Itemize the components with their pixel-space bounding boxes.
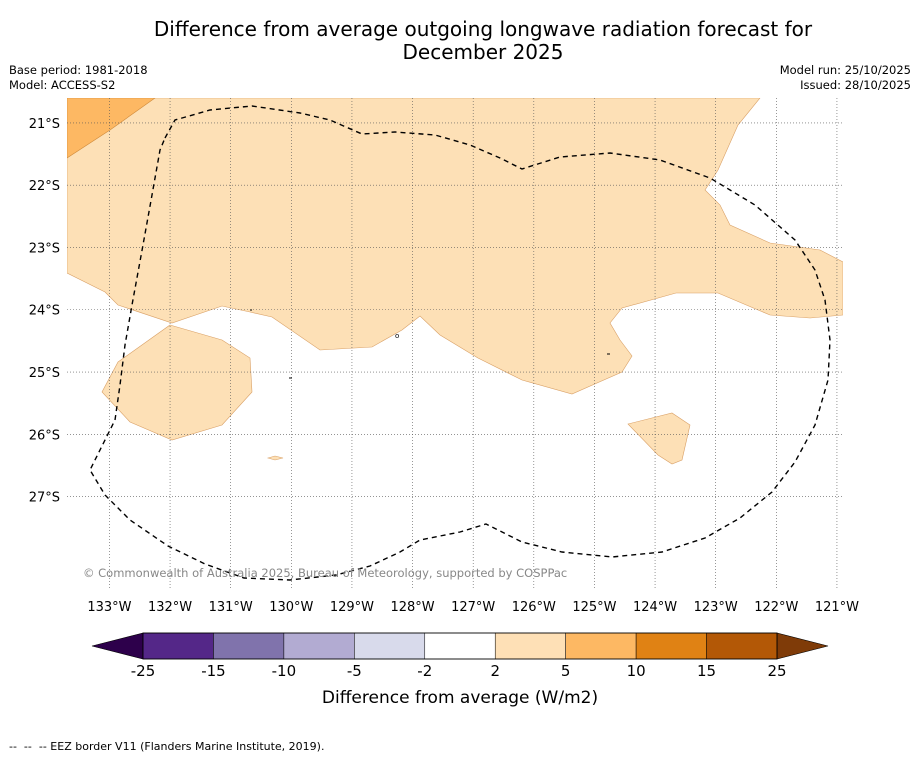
colorbar-under-arrow — [91, 632, 144, 660]
colorbar: -25 -15 -10 -5 -2 2 5 10 15 25 Difference from av… — [91, 632, 829, 708]
longitude-tick-label: 124°W — [633, 600, 677, 615]
colorbar-segment — [635, 632, 707, 660]
latitude-tick-label: 23°S — [29, 241, 60, 256]
colorbar-over-arrow — [776, 632, 829, 660]
run-info-left: Base period: 1981-2018 Model: ACCESS-S2 — [9, 63, 148, 93]
model-run-date: Model run: 25/10/2025 — [779, 63, 911, 77]
colorbar-tick-label: -2 — [417, 662, 432, 680]
longitude-tick-label: 121°W — [815, 600, 859, 615]
colorbar-tick-label: 15 — [697, 662, 716, 680]
issued-date: Issued: 28/10/2025 — [800, 78, 911, 92]
latitude-tick-label: 24°S — [29, 304, 60, 319]
colorbar-segment — [706, 632, 778, 660]
longitude-tick-label: 129°W — [330, 600, 374, 615]
anomaly-region-5-to-10 — [67, 98, 156, 159]
colorbar-tick-label: 10 — [627, 662, 646, 680]
base-period: Base period: 1981-2018 — [9, 63, 148, 77]
colorbar-segment — [213, 632, 285, 660]
latitude-tick-label: 21°S — [29, 117, 60, 132]
title-line-1: Difference from average outgoing longwav… — [153, 17, 813, 41]
longitude-tick-label: 126°W — [512, 600, 556, 615]
eez-legend-line: -- -- — [9, 740, 39, 753]
colorbar-tick-label: -5 — [347, 662, 362, 680]
colorbar-label: Difference from average (W/m2) — [322, 688, 598, 708]
latitude-labels: 21°S 22°S 23°S 24°S 25°S 26°S 27°S — [29, 117, 60, 506]
colorbar-segment — [354, 632, 426, 660]
eez-border-line — [89, 105, 831, 581]
longitude-tick-label: 131°W — [209, 600, 253, 615]
anomaly-fill-layer — [67, 98, 843, 465]
longitude-tick-label: 122°W — [754, 600, 798, 615]
longitude-tick-label: 130°W — [269, 600, 313, 615]
longitude-tick-label: 133°W — [87, 600, 131, 615]
longitude-tick-label: 123°W — [694, 600, 738, 615]
colorbar-tick-label: 2 — [490, 662, 500, 680]
eez-legend-text: -- EEZ border V11 (Flanders Marine Insti… — [38, 740, 325, 753]
anomaly-region-tiny — [266, 455, 284, 461]
colorbar-tick-label: -10 — [272, 662, 297, 680]
colorbar-segment — [283, 632, 355, 660]
anomaly-region-2-to-5 — [67, 98, 843, 395]
anomaly-region-2-to-5-south-east — [627, 412, 691, 465]
anomaly-region-2-to-5-south-west — [101, 324, 253, 441]
map-title: Difference from average outgoing longwav… — [0, 18, 919, 64]
longitude-tick-label: 127°W — [451, 600, 495, 615]
latitude-tick-label: 22°S — [29, 179, 60, 194]
colorbar-segment — [494, 632, 566, 660]
eez-legend: -- -- -- EEZ border V11 (Flanders Marine… — [9, 740, 324, 753]
colorbar-segment — [424, 632, 496, 660]
latitude-tick-label: 25°S — [29, 366, 60, 381]
graticule — [67, 98, 843, 590]
model-name: Model: ACCESS-S2 — [9, 78, 116, 92]
colorbar-tick-label: 5 — [561, 662, 571, 680]
longitude-tick-label: 128°W — [390, 600, 434, 615]
latitude-tick-label: 26°S — [29, 428, 60, 443]
title-line-2: December 2025 — [402, 40, 564, 64]
colorbar-segments — [142, 632, 778, 660]
colorbar-tick-label: -25 — [131, 662, 156, 680]
colorbar-tick-label: -15 — [201, 662, 226, 680]
longitude-tick-label: 132°W — [148, 600, 192, 615]
run-info-right: Model run: 25/10/2025 Issued: 28/10/2025 — [780, 63, 911, 93]
longitude-labels: 133°W 132°W 131°W 130°W 129°W 128°W 127°W 126°W… — [87, 600, 859, 615]
latitude-tick-label: 27°S — [29, 491, 60, 506]
copyright-notice: © Commonwealth of Australia 2025, Bureau… — [83, 566, 567, 580]
colorbar-ticks: -25 -15 -10 -5 -2 2 5 10 15 25 — [131, 662, 787, 680]
colorbar-frame — [142, 632, 778, 660]
colorbar-segment — [142, 632, 214, 660]
map-artifact-mark: o — [395, 332, 399, 340]
colorbar-segment — [565, 632, 637, 660]
colorbar-tick-label: 25 — [767, 662, 786, 680]
longitude-tick-label: 125°W — [572, 600, 616, 615]
